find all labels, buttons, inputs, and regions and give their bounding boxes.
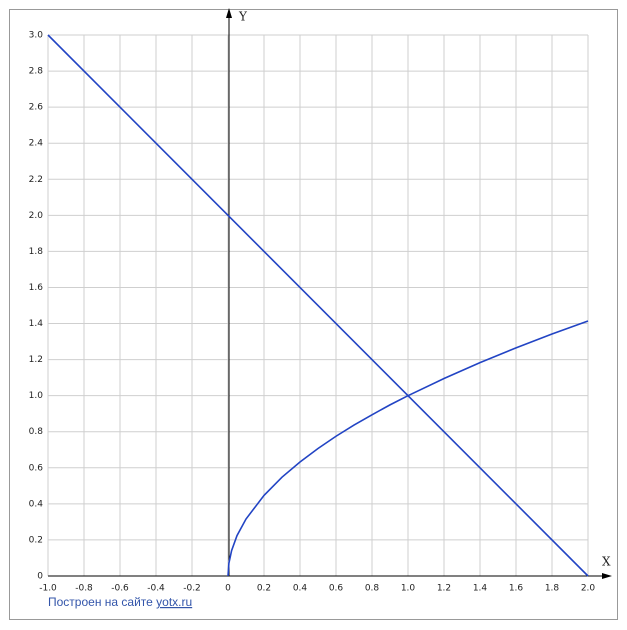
y-tick-label: 2.2 xyxy=(29,175,43,185)
x-tick-label: -0.4 xyxy=(147,584,165,594)
curve xyxy=(227,320,589,577)
x-tick-label: -1.0 xyxy=(39,584,57,594)
y-tick-label: 1.2 xyxy=(29,355,43,365)
x-tick-label: 0.2 xyxy=(257,584,271,594)
y-tick-label: 2.4 xyxy=(29,139,44,149)
y-tick-label: 0.8 xyxy=(29,427,44,437)
y-tick-label: 0 xyxy=(37,572,43,582)
y-tick-label: 0.6 xyxy=(29,463,44,473)
x-tick-label: -0.6 xyxy=(111,584,129,594)
x-tick-label: 1.6 xyxy=(509,584,524,594)
y-tick-label: 2.8 xyxy=(29,67,44,77)
y-tick-label: 1.4 xyxy=(29,319,44,329)
x-tick-label: 1.4 xyxy=(473,584,488,594)
y-tick-label: 2.0 xyxy=(29,211,44,221)
y-tick-label: 0.4 xyxy=(29,499,44,509)
x-tick-label: 0.6 xyxy=(329,584,344,594)
x-tick-label: 0 xyxy=(225,584,231,594)
x-tick-label: 0.4 xyxy=(293,584,308,594)
y-tick-label: 1.6 xyxy=(29,283,44,293)
x-tick-label: 1.8 xyxy=(545,584,560,594)
x-tick-label: 1.0 xyxy=(401,584,416,594)
x-tick-label: 0.8 xyxy=(365,584,380,594)
y-tick-label: 3.0 xyxy=(29,31,44,41)
y-tick-label: 0.2 xyxy=(29,535,43,545)
x-tick-label: 1.2 xyxy=(437,584,451,594)
footer-text: Построен на сайте xyxy=(48,595,153,609)
x-tick-label: 2.0 xyxy=(581,584,596,594)
y-arrow xyxy=(226,8,232,18)
footer-link[interactable]: yotx.ru xyxy=(156,595,192,609)
footer: Построен на сайте yotx.ru xyxy=(48,595,192,609)
y-axis-label: Y xyxy=(238,10,248,24)
frame xyxy=(9,9,618,620)
curve xyxy=(47,34,589,577)
x-tick-label: -0.8 xyxy=(75,584,93,594)
x-arrow xyxy=(602,573,612,579)
y-tick-label: 1.8 xyxy=(29,247,44,257)
x-tick-label: -0.2 xyxy=(183,584,201,594)
y-tick-label: 2.6 xyxy=(29,103,44,113)
x-axis-label: X xyxy=(602,555,611,569)
y-tick-label: 1.0 xyxy=(29,391,44,401)
